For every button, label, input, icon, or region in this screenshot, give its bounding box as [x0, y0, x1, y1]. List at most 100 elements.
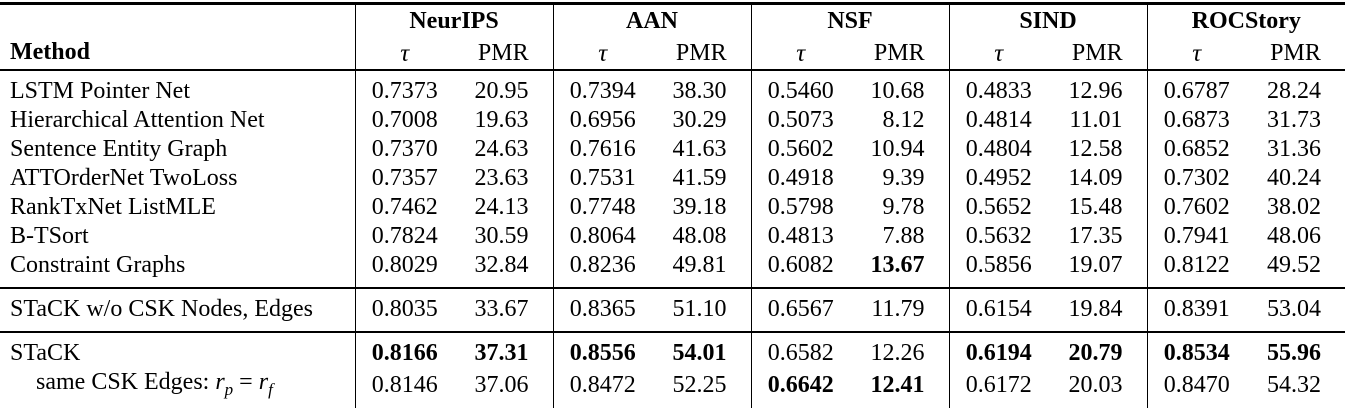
pmr-value-cell: 54.32 — [1267, 372, 1322, 399]
tau-value-cell: 0.6567 — [750, 288, 850, 332]
method-cell: Constraint Graphs — [10, 252, 186, 278]
stack-section: STaCK 0.8166 37.31 0.8556 54.01 0.6582 12.26 0.… — [0, 332, 1345, 408]
tau-value-cell: 0.7748 — [552, 193, 652, 222]
pmr-value-cell: 24.63 — [474, 136, 529, 162]
tau-value-cell: 0.7824 — [354, 222, 454, 251]
tau-value-cell: 0.6852 — [1146, 135, 1247, 164]
pmr-value-cell: 51.10 — [672, 296, 727, 322]
method-cell: ATTOrderNet TwoLoss — [10, 165, 238, 191]
pmr-value-cell: 7.88 — [882, 223, 925, 249]
tau-value-cell: 0.8470 — [1146, 368, 1247, 408]
tau-value-cell: 0.7531 — [552, 164, 652, 193]
ablation-section: STaCK w/o CSK Nodes, Edges 0.8035 33.67 0.8… — [0, 288, 1345, 332]
pmr-value-cell: 48.06 — [1267, 223, 1322, 249]
pmr-value-cell: 10.68 — [870, 78, 925, 104]
tau-value-cell: 0.4804 — [948, 135, 1048, 164]
pmr-value-cell: 30.29 — [672, 107, 727, 133]
tau-value-cell: 0.6642 — [750, 368, 850, 408]
tau-value-cell: 0.7373 — [354, 70, 454, 106]
tau-value-cell: 0.7302 — [1146, 164, 1247, 193]
pmr-value-cell: 38.02 — [1267, 194, 1322, 220]
tau-value-cell: 0.8029 — [354, 251, 454, 288]
tau-value-cell: 0.5602 — [750, 135, 850, 164]
table-row: LSTM Pointer Net 0.7373 20.95 0.7394 38.30 0.… — [0, 70, 1345, 106]
tau-value-cell: 0.6582 — [750, 332, 850, 368]
pmr-subheader-rocstory: PMR — [1270, 40, 1321, 66]
pmr-value-cell: 28.24 — [1267, 78, 1322, 104]
tau-value-cell: 0.8166 — [354, 332, 454, 368]
method-cell: RankTxNet ListMLE — [10, 194, 216, 220]
pmr-value-cell: 12.26 — [870, 340, 925, 366]
pmr-value-cell: 33.67 — [474, 296, 529, 322]
tau-value-cell: 0.8472 — [552, 368, 652, 408]
pmr-subheader-aan: PMR — [675, 40, 727, 66]
dataset-header-neurips: NeurIPS — [354, 3, 553, 38]
table-row: Sentence Entity Graph 0.7370 24.63 0.7616 41… — [0, 135, 1345, 164]
pmr-value-cell: 52.25 — [672, 372, 727, 399]
tau-value-cell: 0.7394 — [552, 70, 652, 106]
tau-value-cell: 0.6082 — [750, 251, 850, 288]
tau-value-cell: 0.5856 — [948, 251, 1048, 288]
pmr-value-cell: 17.35 — [1068, 223, 1123, 249]
pmr-value-cell: 12.58 — [1068, 136, 1123, 162]
pmr-value-cell: 12.41 — [870, 372, 925, 399]
tau-value-cell: 0.6787 — [1146, 70, 1247, 106]
tau-value-cell: 0.8064 — [552, 222, 652, 251]
table-row: same CSK Edges: rp = rf 0.8146 37.06 0.8472… — [0, 368, 1345, 408]
tau-value-cell: 0.8146 — [354, 368, 454, 408]
method-cell: STaCK w/o CSK Nodes, Edges — [10, 296, 313, 322]
pmr-value-cell: 31.73 — [1267, 107, 1322, 133]
pmr-value-cell: 40.24 — [1267, 165, 1322, 191]
dataset-header-aan: AAN — [552, 3, 751, 38]
pmr-value-cell: 37.06 — [474, 372, 529, 399]
tau-value-cell: 0.7357 — [354, 164, 454, 193]
tau-value-cell: 0.5632 — [948, 222, 1048, 251]
pmr-value-cell: 12.96 — [1068, 78, 1123, 104]
tau-value-cell: 0.6194 — [948, 332, 1048, 368]
tau-value-cell: 0.5798 — [750, 193, 850, 222]
tau-value-cell: 0.7616 — [552, 135, 652, 164]
pmr-subheader-neurips: PMR — [477, 40, 529, 66]
pmr-value-cell: 38.30 — [672, 78, 727, 104]
tau-value-cell: 0.7602 — [1146, 193, 1247, 222]
tau-subheader-sind: τ — [948, 38, 1048, 70]
pmr-value-cell: 13.67 — [870, 252, 925, 278]
tau-value-cell: 0.5460 — [750, 70, 850, 106]
pmr-value-cell: 20.95 — [474, 78, 529, 104]
table-row: B-TSort 0.7824 30.59 0.8064 48.08 0.4813 7.88 0… — [0, 222, 1345, 251]
table-row: Hierarchical Attention Net 0.7008 19.63 0.6… — [0, 106, 1345, 135]
pmr-value-cell: 54.01 — [672, 340, 727, 366]
tau-value-cell: 0.4813 — [750, 222, 850, 251]
tau-value-cell: 0.6956 — [552, 106, 652, 135]
pmr-value-cell: 24.13 — [474, 194, 529, 220]
pmr-value-cell: 14.09 — [1068, 165, 1123, 191]
tau-value-cell: 0.8534 — [1146, 332, 1247, 368]
pmr-value-cell: 15.48 — [1068, 194, 1123, 220]
pmr-value-cell: 48.08 — [672, 223, 727, 249]
tau-subheader-aan: τ — [552, 38, 652, 70]
pmr-value-cell: 30.59 — [474, 223, 529, 249]
tau-value-cell: 0.7462 — [354, 193, 454, 222]
table-row: Constraint Graphs 0.8029 32.84 0.8236 49.81 0… — [0, 251, 1345, 288]
tau-value-cell: 0.8391 — [1146, 288, 1247, 332]
tau-value-cell: 0.8035 — [354, 288, 454, 332]
tau-value-cell: 0.8236 — [552, 251, 652, 288]
tau-value-cell: 0.5073 — [750, 106, 850, 135]
method-cell: same CSK Edges: rp = rf — [36, 369, 273, 399]
dataset-header-nsf: NSF — [750, 3, 949, 38]
method-cell: STaCK — [10, 340, 81, 366]
pmr-value-cell: 10.94 — [870, 136, 925, 162]
pmr-value-cell: 11.79 — [871, 296, 925, 322]
table-row: STaCK 0.8166 37.31 0.8556 54.01 0.6582 12.26 0.… — [0, 332, 1345, 368]
pmr-value-cell: 8.12 — [882, 107, 925, 133]
pmr-value-cell: 20.79 — [1068, 340, 1123, 366]
pmr-value-cell: 49.52 — [1267, 252, 1322, 278]
pmr-value-cell: 31.36 — [1267, 136, 1322, 162]
tau-value-cell: 0.4918 — [750, 164, 850, 193]
tau-value-cell: 0.6172 — [948, 368, 1048, 408]
pmr-value-cell: 37.31 — [474, 340, 529, 366]
tau-value-cell: 0.8365 — [552, 288, 652, 332]
pmr-value-cell: 9.39 — [882, 165, 925, 191]
pmr-value-cell: 19.84 — [1068, 296, 1123, 322]
tau-value-cell: 0.7008 — [354, 106, 454, 135]
